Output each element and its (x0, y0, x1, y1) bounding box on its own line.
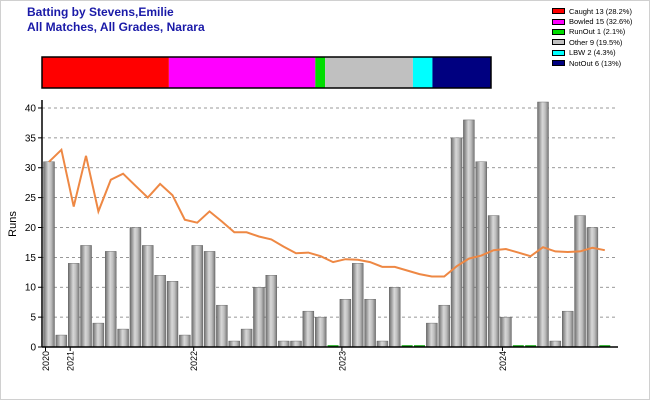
run-bar (265, 275, 277, 348)
y-tick-label: 5 (30, 313, 36, 324)
legend-swatch (552, 39, 565, 46)
run-bar (315, 316, 327, 348)
run-bar (463, 119, 475, 348)
y-tick-label: 30 (25, 163, 37, 174)
legend-label: Bowled 15 (32.6%) (569, 17, 633, 27)
run-bar (376, 340, 389, 348)
run-bar (55, 334, 68, 348)
run-bar (216, 304, 228, 348)
legend: Caught 13 (28.2%) Bowled 15 (32.6%) RunOut… (552, 6, 632, 68)
legend-item: Bowled 15 (32.6%) (552, 16, 632, 26)
run-bar (364, 298, 376, 348)
legend-item: Other 9 (19.5%) (552, 37, 632, 47)
run-bar (166, 281, 179, 348)
legend-label: NotOut 6 (13%) (569, 58, 622, 68)
run-bar (80, 245, 92, 348)
legend-label: Other 9 (19.5%) (569, 37, 623, 47)
legend-swatch (552, 60, 565, 67)
run-bar (389, 287, 401, 348)
legend-label: Caught 13 (28.2%) (569, 6, 632, 16)
legend-label: LBW 2 (4.3%) (569, 48, 616, 58)
run-bar (154, 275, 166, 348)
run-bar (277, 340, 290, 348)
y-tick-label: 20 (25, 223, 37, 234)
run-bar (352, 263, 364, 348)
run-bar (191, 245, 203, 348)
legend-swatch (552, 49, 565, 56)
run-bar (562, 310, 574, 348)
run-bar (240, 328, 253, 348)
run-bar (438, 304, 450, 348)
y-axis-label: Runs (7, 211, 19, 237)
dismissal-segment-lbw (412, 57, 433, 88)
legend-swatch (552, 28, 565, 35)
run-bar (253, 287, 265, 348)
run-bar (142, 245, 154, 348)
run-bar (67, 263, 80, 348)
run-bar (302, 310, 315, 348)
dismissal-segment-caught (42, 57, 169, 88)
y-tick-label: 15 (25, 253, 37, 264)
dismissal-segment-runout (315, 57, 326, 88)
dismissal-segment-notout (432, 57, 491, 88)
run-bar (426, 322, 438, 348)
run-bar (105, 251, 117, 348)
run-bar (549, 340, 562, 348)
dismissal-bar-outline (41, 56, 492, 89)
y-tick-label: 25 (25, 193, 37, 204)
run-bar (574, 215, 586, 348)
legend-swatch (552, 18, 565, 25)
run-bar (290, 340, 302, 348)
chart-title: Batting by Stevens,Emilie (27, 5, 174, 19)
legend-item: LBW 2 (4.3%) (552, 48, 632, 58)
run-bar (586, 227, 599, 348)
legend-item: NotOut 6 (13%) (552, 58, 632, 68)
legend-swatch (552, 8, 565, 15)
average-line (48, 147, 605, 278)
run-bar (179, 334, 191, 348)
legend-item: Caught 13 (28.2%) (552, 6, 632, 16)
y-tick-label: 10 (25, 283, 37, 294)
y-tick-label: 35 (25, 133, 37, 144)
x-tick-label: 2023 (337, 351, 347, 371)
legend-item: RunOut 1 (2.1%) (552, 27, 632, 37)
x-tick-label: 2021 (66, 351, 76, 371)
run-bar (450, 137, 463, 348)
run-bar (537, 101, 549, 348)
legend-label: RunOut 1 (2.1%) (569, 27, 626, 37)
run-bar (129, 227, 142, 348)
y-tick-label: 0 (30, 343, 36, 354)
dismissal-segment-other (325, 57, 413, 88)
run-bar (487, 215, 500, 348)
x-tick-label: 2022 (189, 351, 199, 371)
run-bar (228, 340, 240, 348)
y-tick-label: 40 (25, 103, 37, 114)
run-bar (339, 298, 352, 348)
chart-subtitle: All Matches, All Grades, Narara (27, 20, 205, 34)
x-tick-label: 2020 (41, 351, 51, 371)
run-bar (500, 316, 512, 348)
run-bar (43, 161, 55, 348)
x-tick-label: 2024 (498, 351, 508, 371)
run-bar (203, 251, 216, 348)
dismissal-segment-bowled (168, 57, 316, 88)
run-bar (117, 328, 129, 348)
run-bar (92, 322, 105, 348)
